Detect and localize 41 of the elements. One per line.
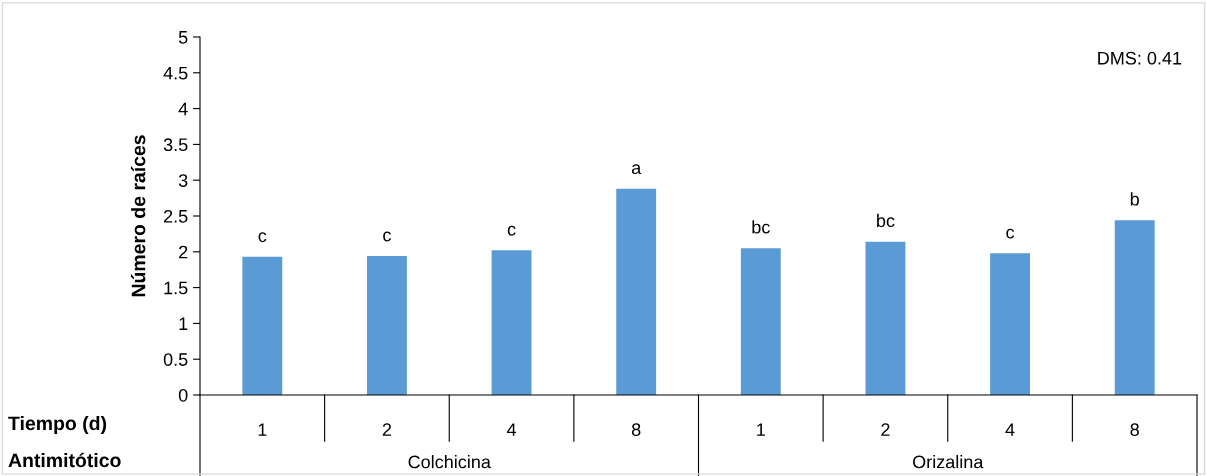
y-tick-label: 2.5: [164, 209, 188, 223]
bar: [1114, 220, 1155, 395]
y-tick-label: 3: [178, 174, 188, 187]
data-label: c: [1006, 228, 1015, 239]
bar: [990, 253, 1030, 395]
data-label: c: [258, 232, 267, 243]
x-tick-label: 2: [382, 423, 392, 436]
x-tick-label: 1: [757, 423, 765, 436]
data-label: c: [507, 225, 516, 236]
y-tick-label: 2: [179, 245, 188, 259]
y-tick-label: 0: [178, 388, 188, 402]
bar: [740, 248, 781, 395]
bar: [491, 250, 532, 395]
y-tick-label: 4.5: [163, 66, 188, 80]
x-tick-label: 8: [1130, 423, 1139, 437]
data-label: c: [383, 231, 391, 242]
data-label: bc: [752, 220, 770, 234]
x-tick-label: 4: [506, 423, 517, 436]
y-tick-label: 5: [178, 31, 188, 44]
bar: [367, 256, 407, 395]
bar: [865, 241, 906, 395]
text: Tiempo (d): [8, 415, 107, 435]
x-tick-label: 4: [1005, 423, 1015, 436]
data-label: bc: [877, 213, 895, 228]
y-tick-label: 3.5: [163, 138, 188, 152]
bar: [616, 188, 657, 395]
x-tick-label: 8: [631, 423, 641, 437]
data-label: b: [1130, 192, 1139, 206]
x-tick-label: 1: [258, 423, 267, 436]
y-tick-label: 0.5: [163, 353, 188, 366]
y-tick-label: 1.5: [164, 281, 188, 295]
text: Antimitótico: [8, 452, 121, 468]
data-label: a: [631, 164, 642, 175]
text: Orizalina: [912, 455, 984, 469]
y-tick-label: 4: [178, 102, 188, 116]
annotation: DMS: 0.41: [1098, 51, 1182, 65]
y-axis-title: Número de raíces: [130, 135, 146, 297]
y-tick-label: 1: [179, 317, 188, 330]
bar: [242, 256, 283, 395]
x-tick-label: 2: [881, 423, 890, 436]
text: Colchicina: [408, 455, 491, 469]
